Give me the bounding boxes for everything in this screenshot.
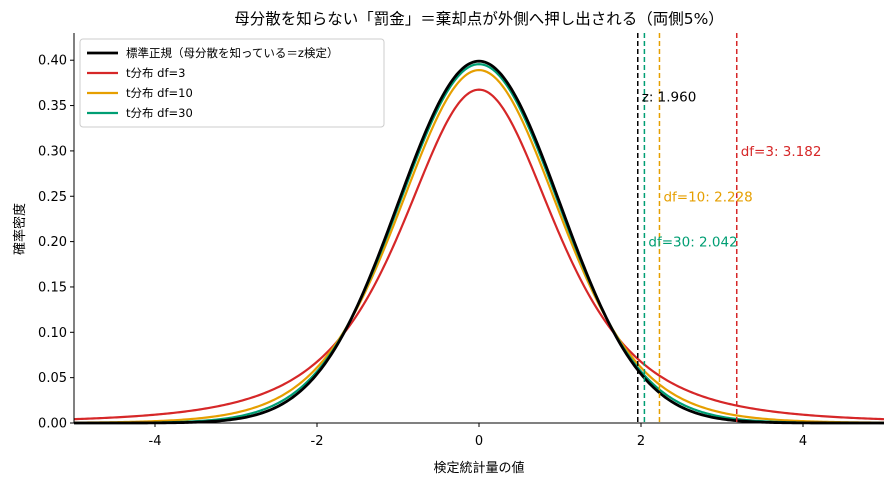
x-tick-label: -4 [149, 434, 162, 449]
x-tick-label: -2 [311, 434, 324, 449]
annotation-1: df=3: 3.182 [741, 144, 822, 160]
x-tick-label: 0 [475, 434, 483, 449]
annotations: z: 1.960 df=3: 3.182 df=10: 2.228 df=30: 2.… [642, 89, 822, 250]
y-tick-label: 0.20 [38, 235, 67, 250]
y-tick-label: 0.05 [38, 371, 67, 386]
legend-label-0: 標準正規（母分散を知っている＝z検定） [126, 46, 338, 60]
y-tick-label: 0.15 [38, 280, 67, 295]
y-tick-label: 0.35 [38, 99, 67, 114]
x-tick-label: 4 [799, 434, 807, 449]
chart-title: 母分散を知らない「罰金」＝棄却点が外側へ押し出される（両側5%） [234, 10, 724, 28]
annotation-0: z: 1.960 [642, 89, 697, 105]
x-tick-label: 2 [637, 434, 645, 449]
legend: 標準正規（母分散を知っている＝z検定） t分布 df=3 t分布 df=10 t分布 … [79, 38, 385, 128]
critical-lines [637, 33, 738, 423]
annotation-3: df=30: 2.042 [648, 235, 737, 251]
legend-box [79, 38, 385, 128]
x-axis-label: 検定統計量の値 [433, 460, 524, 476]
series-line-2 [73, 68, 885, 424]
axes: 0.00 0.05 0.10 0.15 0.20 0.25 0.30 0.35 0.40 -4 -2… [38, 33, 884, 449]
y-tick-label: 0.30 [38, 144, 67, 159]
y-tick-label: 0.00 [38, 417, 67, 432]
y-tick-label: 0.40 [38, 54, 67, 69]
annotation-2: df=10: 2.228 [663, 189, 752, 205]
series-line-1 [73, 88, 885, 421]
legend-label-2: t分布 df=10 [126, 86, 193, 100]
y-tick-label: 0.25 [38, 190, 67, 205]
legend-label-1: t分布 df=3 [126, 66, 185, 80]
y-axis-label: 確率密度 [12, 203, 28, 255]
series-curves [73, 59, 885, 425]
series-line-0 [74, 59, 884, 425]
legend-label-3: t分布 df=30 [126, 106, 193, 120]
y-tick-label: 0.10 [38, 326, 67, 341]
